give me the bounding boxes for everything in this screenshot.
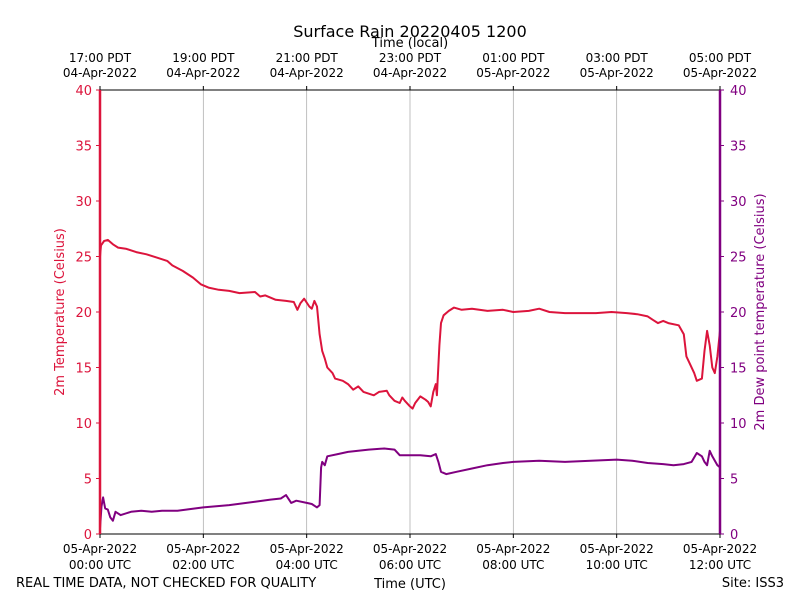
y-tick-label-left: 0 [84,528,92,543]
x-tick-label-local-time: 21:00 PDT [276,51,339,65]
x-tick-label-utc-time: 10:00 UTC [586,558,648,572]
x-tick-label-local-time: 03:00 PDT [586,51,649,65]
x-tick-label-local-date: 04-Apr-2022 [166,66,240,80]
x-axis-label: Time (UTC) [373,577,446,592]
top-axis-label: Time (local) [371,36,448,51]
x-tick-label-local-date: 05-Apr-2022 [476,66,550,80]
x-tick-label-utc-date: 05-Apr-2022 [270,542,344,556]
x-tick-label-local-time: 05:00 PDT [689,51,752,65]
x-tick-label-utc-date: 05-Apr-2022 [373,542,447,556]
dewpoint-line [99,447,721,529]
x-tick-label-utc-time: 08:00 UTC [482,558,544,572]
x-tick-label-utc-date: 05-Apr-2022 [476,542,550,556]
y-tick-label-right: 10 [730,417,747,432]
x-tick-label-utc-time: 00:00 UTC [69,558,131,572]
temperature-line [99,238,721,410]
y-tick-label-right: 15 [730,362,747,377]
y-tick-label-right: 25 [730,251,747,266]
y-axis-label-right: 2m Dew point temperature (Celsius) [753,193,768,430]
x-tick-label-local-time: 01:00 PDT [482,51,545,65]
x-tick-label-utc-date: 05-Apr-2022 [166,542,240,556]
x-tick-label-local-date: 05-Apr-2022 [683,66,757,80]
y-tick-label-left: 20 [75,306,92,321]
footer-site-label: Site: ISS3 [722,576,784,591]
y-tick-label-right: 30 [730,195,747,210]
y-tick-label-right: 20 [730,306,747,321]
series-group [99,238,721,529]
y-tick-label-right: 35 [730,140,747,155]
y-tick-label-left: 40 [75,84,92,99]
x-tick-label-utc-date: 05-Apr-2022 [63,542,137,556]
y-tick-label-left: 25 [75,251,92,266]
x-tick-label-local-date: 04-Apr-2022 [373,66,447,80]
x-tick-label-local-date: 04-Apr-2022 [270,66,344,80]
x-tick-label-local-date: 04-Apr-2022 [63,66,137,80]
y-tick-label-left: 15 [75,362,92,377]
y-tick-label-right: 5 [730,473,738,488]
chart-title: Surface Rain 20220405 1200 [293,22,527,41]
x-tick-label-utc-time: 04:00 UTC [276,558,338,572]
x-tick-label-utc-time: 02:00 UTC [172,558,234,572]
x-tick-label-utc-time: 06:00 UTC [379,558,441,572]
x-tick-label-utc-date: 05-Apr-2022 [580,542,654,556]
y-tick-label-left: 5 [84,473,92,488]
x-tick-label-utc-date: 05-Apr-2022 [683,542,757,556]
x-tick-label-local-date: 05-Apr-2022 [580,66,654,80]
y-tick-label-left: 30 [75,195,92,210]
y-tick-label-left: 10 [75,417,92,432]
y-tick-label-left: 35 [75,140,92,155]
x-tick-label-local-time: 23:00 PDT [379,51,442,65]
y-axis-label-left: 2m Temperature (Celsius) [53,228,68,396]
y-tick-label-right: 0 [730,528,738,543]
x-tick-label-local-time: 19:00 PDT [172,51,235,65]
tick-labels: 0 0 5 5 10 10 15 15 20 20 25 25 30 30 35 35 40 40 05-Apr-2… [63,51,757,572]
x-tick-label-utc-time: 12:00 UTC [689,558,751,572]
y-tick-label-right: 40 [730,84,747,99]
footer-quality-note: REAL TIME DATA, NOT CHECKED FOR QUALITY [16,576,316,591]
x-tick-label-local-time: 17:00 PDT [69,51,132,65]
